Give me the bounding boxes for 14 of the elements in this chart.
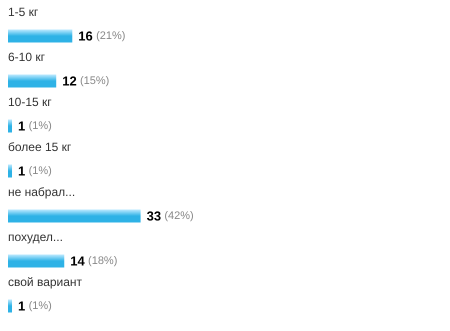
y-tick-label: похудел... [8,230,63,244]
y-tick-label: более 15 кг [8,140,72,154]
data-label: 12 (15%) [62,74,110,88]
y-tick-label: 1-5 кг [8,5,39,19]
data-label: 33 (42%) [146,208,194,224]
y-tick-label: 10-15 кг [8,95,52,109]
data-label: 14 (18%) [70,254,118,268]
y-tick-label: не набрал... [8,185,76,199]
y-tick-label: 6-10 кг [8,50,46,64]
data-label: 1 (1%) [18,118,52,134]
data-label: 16 (21%) [78,28,126,44]
y-tick-label: свой вариант [8,275,83,289]
data-label: 1 (1%) [18,164,52,178]
data-label: 1 (1%) [18,298,52,314]
